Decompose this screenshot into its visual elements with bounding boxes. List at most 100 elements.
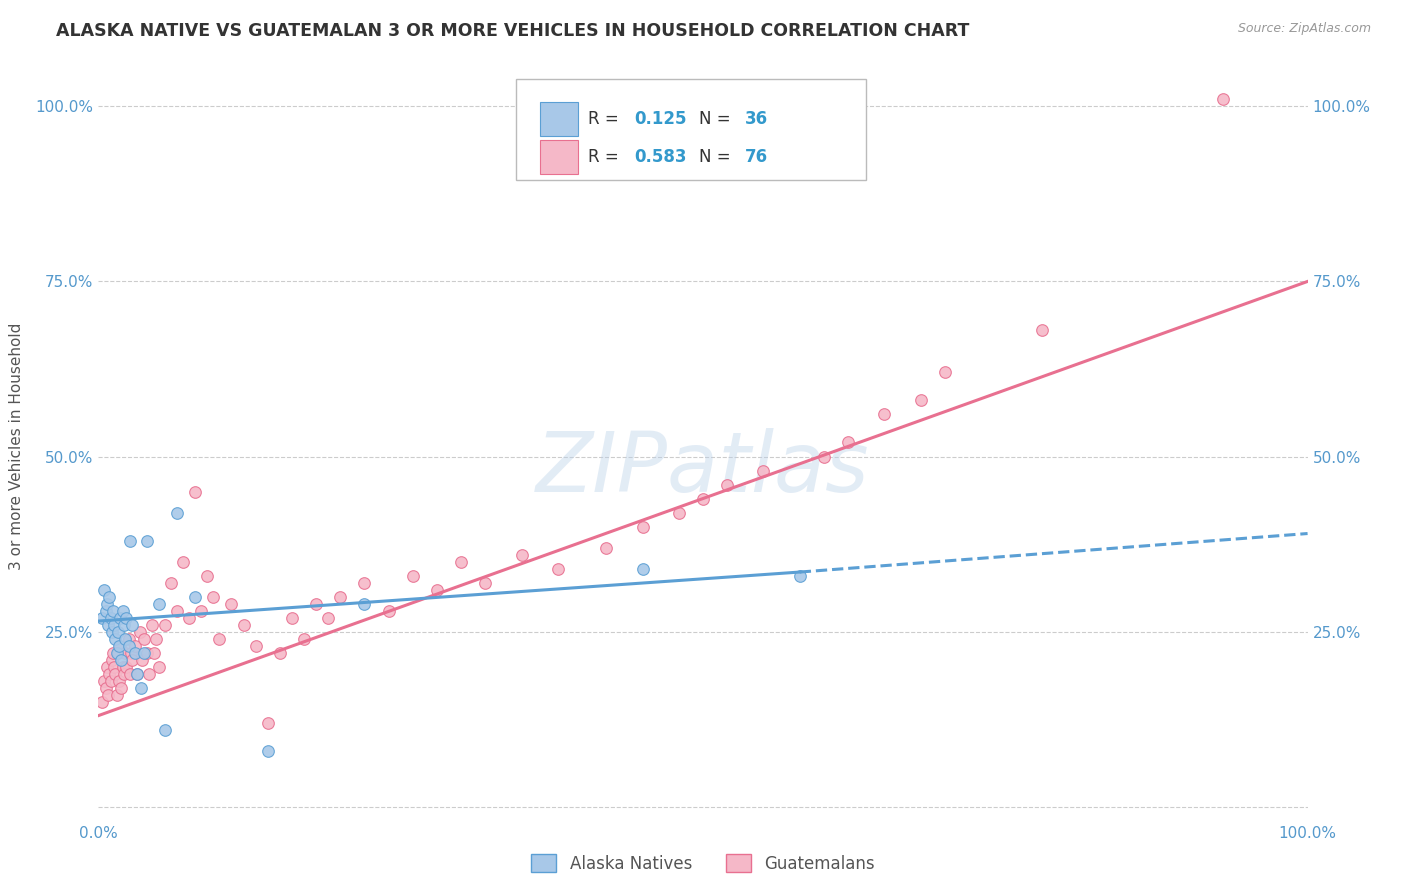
Point bbox=[120, 646, 142, 660]
Point bbox=[153, 723, 176, 737]
Point bbox=[97, 688, 120, 702]
Point bbox=[631, 561, 654, 575]
Point bbox=[129, 681, 152, 695]
Point bbox=[873, 408, 896, 422]
Point bbox=[104, 632, 127, 646]
Point bbox=[752, 463, 775, 477]
Point bbox=[98, 590, 121, 604]
Point bbox=[98, 666, 121, 681]
Point bbox=[118, 666, 141, 681]
Text: N =: N = bbox=[699, 110, 737, 128]
Point bbox=[134, 632, 156, 646]
Point bbox=[166, 506, 188, 520]
Text: R =: R = bbox=[588, 110, 624, 128]
Point bbox=[131, 652, 153, 666]
Point bbox=[143, 646, 166, 660]
Point bbox=[692, 491, 714, 506]
Point bbox=[353, 597, 375, 611]
Point bbox=[232, 617, 254, 632]
Point bbox=[93, 673, 115, 688]
Point bbox=[148, 659, 170, 673]
Point bbox=[402, 568, 425, 582]
Point bbox=[510, 548, 533, 562]
Text: R =: R = bbox=[588, 148, 624, 166]
Point bbox=[100, 610, 122, 624]
Point bbox=[108, 639, 131, 653]
Point bbox=[668, 506, 690, 520]
Point bbox=[789, 568, 811, 582]
Point bbox=[103, 659, 125, 673]
Point bbox=[108, 673, 131, 688]
Point bbox=[118, 639, 141, 653]
Point bbox=[316, 610, 339, 624]
Point bbox=[184, 484, 207, 499]
Point bbox=[100, 673, 122, 688]
Point bbox=[111, 603, 134, 617]
Point bbox=[910, 393, 932, 408]
Point bbox=[100, 624, 122, 639]
Point bbox=[104, 666, 127, 681]
Point bbox=[631, 519, 654, 533]
Point bbox=[377, 603, 399, 617]
Point bbox=[112, 617, 135, 632]
Point bbox=[138, 666, 160, 681]
Point bbox=[105, 688, 128, 702]
Point bbox=[135, 533, 157, 548]
Point bbox=[101, 646, 124, 660]
Point bbox=[202, 590, 225, 604]
Point bbox=[716, 477, 738, 491]
Point bbox=[281, 610, 304, 624]
Point bbox=[141, 617, 163, 632]
Point bbox=[166, 603, 188, 617]
Point bbox=[256, 715, 278, 730]
Point bbox=[153, 617, 176, 632]
Point bbox=[813, 450, 835, 464]
Text: 0.583: 0.583 bbox=[634, 148, 686, 166]
Point bbox=[1031, 323, 1053, 337]
Point bbox=[305, 597, 328, 611]
Point bbox=[118, 632, 141, 646]
Point bbox=[547, 561, 569, 575]
FancyBboxPatch shape bbox=[540, 140, 578, 174]
Point bbox=[195, 568, 218, 582]
Point bbox=[934, 366, 956, 380]
Point bbox=[179, 610, 201, 624]
Point bbox=[118, 533, 141, 548]
Point bbox=[115, 659, 138, 673]
Point bbox=[93, 582, 115, 597]
Point bbox=[101, 603, 124, 617]
Point bbox=[91, 610, 114, 624]
Text: 76: 76 bbox=[745, 148, 769, 166]
Point bbox=[94, 603, 117, 617]
Point bbox=[256, 743, 278, 757]
Point bbox=[124, 639, 146, 653]
Point bbox=[190, 603, 212, 617]
FancyBboxPatch shape bbox=[540, 102, 578, 136]
Point bbox=[128, 624, 150, 639]
Point bbox=[114, 632, 136, 646]
Point bbox=[121, 617, 143, 632]
Point bbox=[107, 624, 129, 639]
Point bbox=[110, 681, 132, 695]
Point bbox=[107, 646, 129, 660]
Point bbox=[292, 632, 315, 646]
Point bbox=[111, 659, 134, 673]
Point bbox=[100, 652, 122, 666]
Text: Source: ZipAtlas.com: Source: ZipAtlas.com bbox=[1237, 22, 1371, 36]
Point bbox=[450, 555, 472, 569]
Point bbox=[426, 582, 449, 597]
Point bbox=[245, 639, 267, 653]
Text: ZIPatlas: ZIPatlas bbox=[536, 428, 870, 509]
Text: 0.125: 0.125 bbox=[634, 110, 686, 128]
Point bbox=[127, 666, 149, 681]
Y-axis label: 3 or more Vehicles in Household: 3 or more Vehicles in Household bbox=[10, 322, 24, 570]
FancyBboxPatch shape bbox=[516, 78, 866, 180]
Point bbox=[837, 435, 859, 450]
Point bbox=[94, 681, 117, 695]
Point bbox=[269, 646, 291, 660]
Point bbox=[145, 632, 167, 646]
Point bbox=[160, 575, 183, 590]
Point bbox=[474, 575, 496, 590]
Point bbox=[96, 659, 118, 673]
Point bbox=[97, 617, 120, 632]
